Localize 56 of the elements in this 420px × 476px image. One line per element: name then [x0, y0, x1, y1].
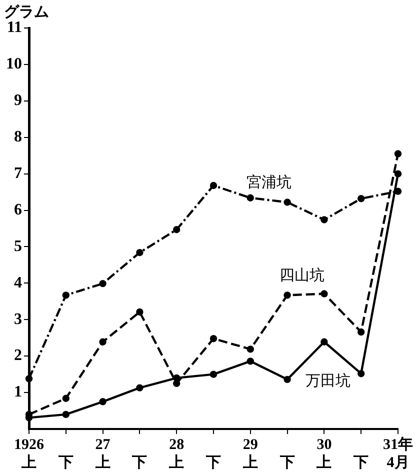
point — [394, 188, 402, 195]
point — [284, 376, 291, 384]
point — [99, 280, 106, 288]
x-tick-label: 28 上 — [168, 436, 184, 471]
point — [320, 216, 328, 224]
point — [358, 370, 365, 378]
point — [246, 358, 254, 365]
point — [210, 370, 218, 378]
point — [320, 290, 328, 298]
x-tick-label: 下 — [278, 454, 295, 471]
x-tick-label: 下 — [57, 454, 74, 471]
point — [136, 248, 144, 256]
x-tick-label: 29 上 — [242, 436, 258, 471]
y-tick-label: 5 — [14, 238, 22, 255]
y-tick-label: 10 — [6, 56, 22, 73]
y-tick-label: 8 — [14, 128, 22, 146]
series-label: 宮浦坑 — [246, 172, 292, 191]
y-tick-label: 9 — [14, 92, 22, 110]
series-label: 四山坑 — [280, 266, 325, 284]
point — [246, 346, 254, 353]
x-tick-label: 下 — [131, 454, 148, 471]
point — [358, 328, 365, 336]
x-tick-label: 27 上 — [94, 436, 111, 471]
x-tick-label: 30 上 — [316, 436, 332, 471]
y-tick-label: 4 — [14, 274, 22, 292]
series-label: 万田坑 — [305, 372, 350, 390]
y-tick-label: 3 — [14, 310, 22, 328]
x-tick-label: 下 — [205, 454, 221, 471]
y-tick-label: 1 — [14, 384, 22, 401]
point — [246, 194, 254, 202]
point — [173, 380, 180, 388]
point — [25, 375, 33, 382]
point — [394, 170, 402, 178]
x-tick-label: 下 — [352, 454, 369, 471]
point — [136, 384, 144, 392]
y-tick-label: 11 — [6, 19, 22, 36]
point — [284, 292, 291, 299]
point — [136, 308, 144, 316]
y-axis-title: グラム — [4, 2, 49, 20]
point — [62, 410, 70, 418]
point — [210, 182, 218, 190]
y-tick-label: 2 — [14, 347, 22, 364]
point — [210, 334, 218, 342]
point — [284, 198, 291, 206]
point — [99, 398, 106, 406]
x-tick-label: 1926 上 — [14, 436, 44, 471]
point — [320, 338, 328, 346]
point — [173, 226, 180, 234]
point — [394, 150, 402, 158]
point — [62, 292, 70, 299]
y-tick-label: 6 — [14, 201, 22, 218]
point — [99, 338, 106, 346]
point — [358, 195, 365, 202]
point — [62, 394, 70, 402]
x-tick-label: 31年 4月 — [383, 436, 413, 471]
y-tick-label: 7 — [14, 164, 22, 182]
